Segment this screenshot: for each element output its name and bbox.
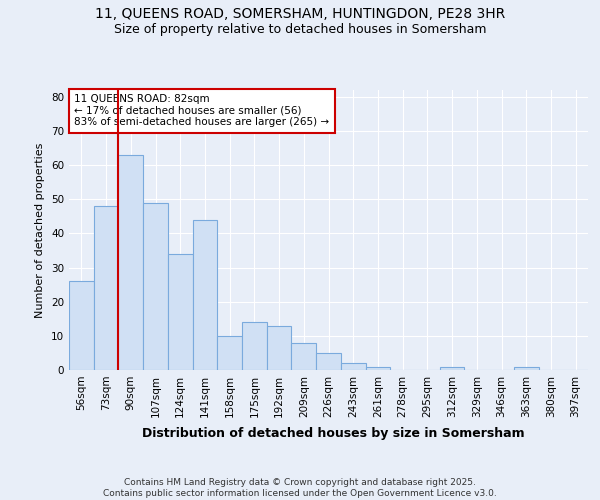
Bar — [292, 342, 316, 370]
Bar — [514, 366, 539, 370]
Bar — [341, 363, 365, 370]
Bar — [316, 353, 341, 370]
Bar — [242, 322, 267, 370]
Text: 11, QUEENS ROAD, SOMERSHAM, HUNTINGDON, PE28 3HR: 11, QUEENS ROAD, SOMERSHAM, HUNTINGDON, … — [95, 8, 505, 22]
Text: Size of property relative to detached houses in Somersham: Size of property relative to detached ho… — [114, 22, 486, 36]
Bar — [168, 254, 193, 370]
Bar — [118, 155, 143, 370]
Bar — [69, 281, 94, 370]
Bar — [267, 326, 292, 370]
Text: Contains HM Land Registry data © Crown copyright and database right 2025.
Contai: Contains HM Land Registry data © Crown c… — [103, 478, 497, 498]
Bar — [94, 206, 118, 370]
Y-axis label: Number of detached properties: Number of detached properties — [35, 142, 46, 318]
Bar — [365, 366, 390, 370]
Bar — [440, 366, 464, 370]
Bar — [193, 220, 217, 370]
Bar — [217, 336, 242, 370]
Bar — [143, 202, 168, 370]
Text: 11 QUEENS ROAD: 82sqm
← 17% of detached houses are smaller (56)
83% of semi-deta: 11 QUEENS ROAD: 82sqm ← 17% of detached … — [74, 94, 329, 128]
Text: Distribution of detached houses by size in Somersham: Distribution of detached houses by size … — [142, 428, 524, 440]
